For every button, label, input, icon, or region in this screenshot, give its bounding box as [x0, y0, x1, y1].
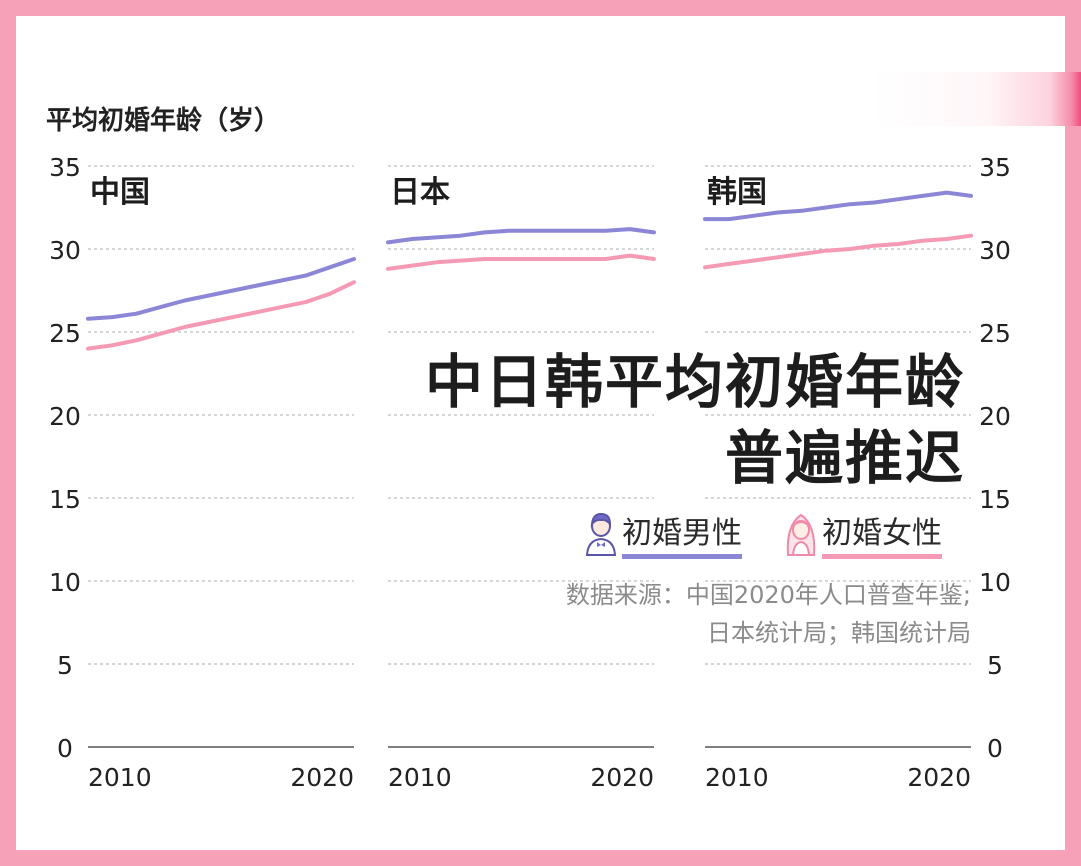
source-line-1: 数据来源：中国2020年人口普查年鉴;: [565, 581, 971, 609]
y-tick-label-right: 35: [979, 153, 1011, 182]
bride-icon: [786, 513, 816, 556]
y-tick-label-left: 5: [57, 651, 73, 680]
headline: 中日韩平均初婚年龄 普遍推迟: [425, 344, 965, 496]
legend-item-male: 初婚男性: [584, 508, 742, 559]
chart-canvas: [16, 16, 1065, 850]
y-tick-label-right: 10: [979, 568, 1011, 597]
y-tick-label-right: 5: [987, 651, 1003, 680]
y-tick-label-right: 0: [987, 734, 1003, 763]
legend-label-male: 初婚男性: [622, 508, 742, 559]
decorative-corner-tab: [872, 72, 1081, 126]
x-tick-label: 2010: [705, 763, 769, 792]
y-tick-label-left: 10: [49, 568, 81, 597]
series-line-male: [86, 257, 356, 321]
series-line-female: [86, 280, 356, 351]
x-tick-label: 2010: [388, 763, 452, 792]
y-tick-label-left: 15: [49, 485, 81, 514]
panel-2: 韩国 2010 2020: [703, 165, 973, 792]
x-tick-label: 2020: [290, 763, 354, 792]
panel-title: 韩国: [707, 175, 767, 210]
x-tick-label: 2020: [907, 763, 971, 792]
y-tick-label-right: 30: [979, 236, 1011, 265]
x-tick-label: 2010: [88, 763, 152, 792]
panel-1: 日本 2010 2020: [386, 165, 656, 792]
y-tick-label-right: 20: [979, 402, 1011, 431]
y-tick-label-left: 0: [57, 734, 73, 763]
y-tick-label-right: 15: [979, 485, 1011, 514]
headline-line-1: 中日韩平均初婚年龄: [424, 348, 965, 416]
series-line-male: [703, 190, 973, 222]
source-line-2: 日本统计局；韩国统计局: [707, 619, 971, 647]
headline-line-2: 普遍推迟: [724, 424, 965, 492]
panel-title: 日本: [390, 175, 450, 210]
series-line-female: [386, 253, 656, 271]
legend-label-female: 初婚女性: [822, 508, 942, 559]
source-note: 数据来源：中国2020年人口普查年鉴; 日本统计局；韩国统计局: [566, 576, 971, 652]
panel-title: 中国: [90, 175, 150, 210]
y-tick-label-right: 25: [979, 319, 1011, 348]
y-tick-label-left: 30: [49, 236, 81, 265]
y-tick-label-left: 25: [49, 319, 81, 348]
panel-0: 中国 2010 2020: [86, 165, 356, 792]
series-line-male: [386, 227, 656, 245]
y-tick-label-left: 20: [49, 402, 81, 431]
groom-icon: [585, 512, 617, 556]
series-line-female: [703, 233, 973, 270]
legend-item-female: 初婚女性: [784, 508, 942, 559]
y-axis-title: 平均初婚年龄（岁）: [46, 106, 281, 136]
y-tick-label-left: 35: [49, 153, 81, 182]
x-tick-label: 2020: [590, 763, 654, 792]
